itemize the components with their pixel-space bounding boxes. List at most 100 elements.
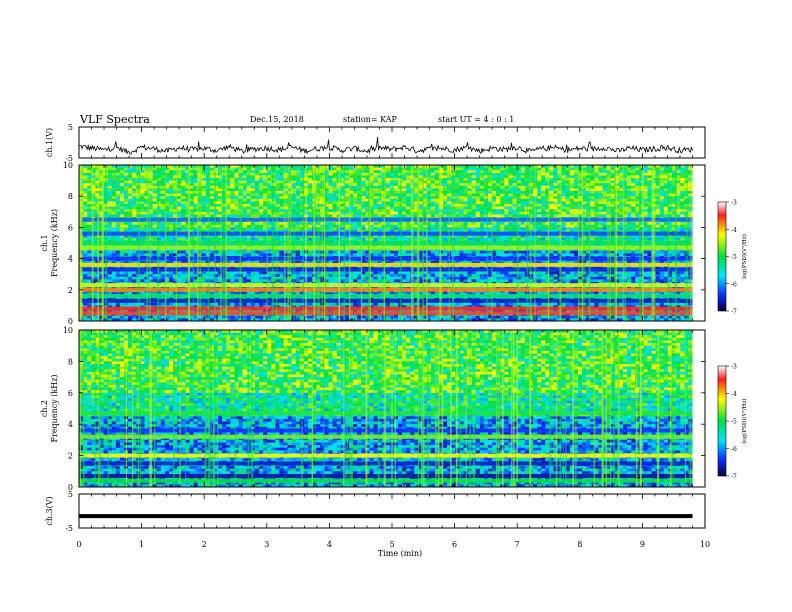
psd-cell: [152, 165, 158, 168]
psd-cell: [201, 170, 207, 174]
psd-cell: [586, 227, 591, 231]
psd-cell: [308, 211, 313, 215]
psd-cell: [152, 222, 158, 226]
psd-cell: [475, 167, 481, 171]
psd-cell: [287, 191, 292, 194]
psd-cell: [279, 191, 284, 194]
psd-cell: [128, 183, 133, 187]
psd-cell: [663, 196, 669, 200]
psd-cell: [267, 196, 272, 200]
psd-cell: [549, 188, 554, 192]
psd-cell: [590, 222, 595, 226]
psd-cell: [242, 193, 247, 197]
psd-cell: [201, 211, 207, 215]
psd-cell: [385, 172, 391, 176]
psd-cell: [181, 178, 186, 181]
psd-cell: [242, 183, 247, 187]
psd-cell: [230, 178, 235, 181]
psd-cell: [561, 180, 566, 184]
psd-cell: [185, 201, 190, 205]
psd-cell: [357, 196, 362, 200]
psd-cell: [561, 198, 566, 202]
psd-cell: [635, 180, 640, 184]
psd-cell: [463, 237, 468, 241]
psd-cell: [123, 204, 129, 207]
psd-cell: [193, 193, 198, 197]
psd-cell: [275, 206, 280, 210]
psd-cell: [361, 196, 366, 200]
psd-cell: [520, 206, 526, 210]
psd-cell: [128, 211, 133, 215]
psd-cell: [226, 180, 231, 184]
psd-cell: [406, 224, 411, 228]
psd-cell: [639, 211, 644, 215]
psd-cell: [590, 180, 595, 184]
psd-cell: [83, 170, 88, 174]
psd-cell: [655, 204, 661, 207]
psd-cell: [504, 185, 509, 189]
psd-cell: [475, 209, 481, 213]
psd-cell: [365, 178, 370, 181]
psd-cell: [479, 172, 485, 176]
psd-cell: [598, 165, 603, 168]
psd-cell: [377, 209, 382, 213]
psd-cell: [164, 201, 170, 205]
psd-cell: [295, 180, 301, 184]
psd-cell: [287, 224, 292, 228]
psd-cell: [455, 206, 460, 210]
psd-cell: [467, 188, 472, 192]
psd-cell: [549, 180, 554, 184]
psd-cell: [442, 183, 448, 187]
psd-cell: [422, 178, 427, 181]
psd-cell: [426, 170, 432, 174]
psd-cell: [258, 214, 264, 218]
psd-cell: [508, 167, 513, 171]
psd-cell: [434, 211, 440, 215]
psd-cell: [537, 178, 542, 181]
psd-cell: [508, 222, 513, 226]
psd-cell: [541, 191, 546, 194]
psd-cell: [267, 224, 272, 228]
psd-cell: [111, 183, 117, 187]
psd-cell: [479, 183, 485, 187]
psd-cell: [201, 214, 207, 218]
psd-cell: [479, 185, 485, 189]
psd-cell: [594, 191, 599, 194]
psd-cell: [647, 196, 652, 200]
psd-cell: [598, 237, 603, 241]
psd-cell: [508, 196, 513, 200]
psd-cell: [348, 170, 354, 174]
psd-cell: [328, 214, 333, 218]
psd-cell: [115, 172, 121, 176]
psd-cell: [115, 206, 121, 210]
psd-cell: [340, 206, 346, 210]
psd-cell: [602, 198, 607, 202]
psd-cell: [365, 224, 370, 228]
psd-cell: [361, 170, 366, 174]
psd-cell: [426, 172, 432, 176]
psd-cell: [160, 178, 166, 181]
psd-cell: [160, 224, 166, 228]
psd-cell: [610, 185, 616, 189]
psd-cell: [373, 170, 378, 174]
psd-cell: [663, 183, 669, 187]
psd-cell: [385, 209, 391, 213]
psd-cell: [209, 183, 215, 187]
psd-cell: [160, 180, 166, 184]
psd-cell: [430, 175, 436, 179]
psd-cell: [287, 196, 292, 200]
psd-cell: [250, 185, 256, 189]
psd-cell: [471, 188, 477, 192]
psd-cell: [369, 185, 374, 189]
psd-cell: [193, 209, 198, 213]
psd-cell: [541, 167, 546, 171]
psd-cell: [586, 188, 591, 192]
psd-cell: [402, 193, 407, 197]
psd-cell: [459, 204, 464, 207]
psd-cell: [573, 206, 579, 210]
psd-cell: [414, 175, 419, 179]
psd-cell: [242, 170, 247, 174]
psd-cell: [672, 167, 677, 171]
psd-cell: [107, 214, 113, 218]
